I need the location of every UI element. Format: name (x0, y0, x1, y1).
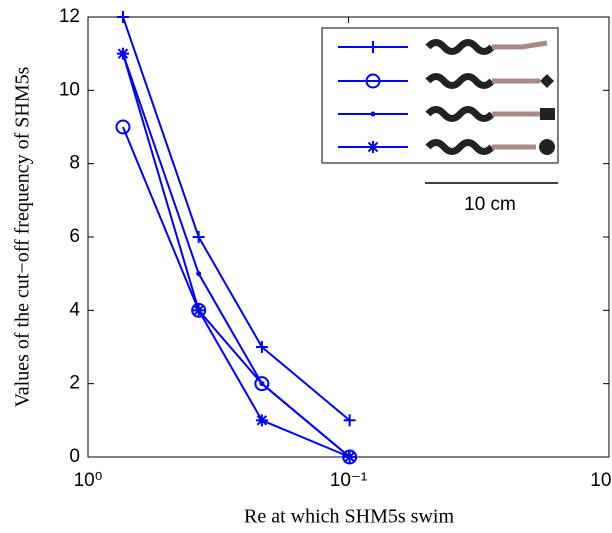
legend-entry (338, 111, 408, 117)
marker (254, 376, 270, 392)
series-line (122, 53, 351, 458)
marker (116, 47, 129, 60)
swimmer-image (425, 73, 495, 89)
x-tick-label: 10⁻² (590, 470, 612, 491)
marker-stroke (117, 48, 129, 59)
y-tick-label: 8 (69, 153, 80, 174)
y-tick-label: 4 (69, 299, 80, 320)
series (115, 119, 358, 465)
head-image (540, 74, 554, 88)
marker (259, 381, 265, 387)
marker-stroke (196, 271, 202, 277)
y-tick-label: 12 (59, 6, 80, 27)
tail-image (492, 40, 548, 50)
x-tick-label: 10⁻¹ (330, 470, 368, 491)
marker-stroke (365, 73, 381, 89)
marker (367, 41, 379, 53)
scale-bar-label: 10 cm (464, 194, 516, 215)
legend-images (425, 39, 548, 155)
series-line (122, 126, 351, 458)
marker-stroke (193, 305, 204, 316)
legend (321, 27, 559, 164)
head-image (539, 139, 555, 155)
marker-stroke (256, 415, 268, 426)
swimmer-image (425, 139, 495, 155)
marker (255, 414, 268, 427)
y-axis-label: Values of the cut−off frequency of SHM5s (12, 66, 34, 407)
series (116, 47, 356, 463)
marker (191, 302, 207, 318)
marker-stroke (367, 141, 379, 153)
marker (365, 73, 381, 89)
marker (367, 141, 379, 153)
marker (196, 271, 202, 277)
marker-stroke (342, 449, 358, 465)
y-tick-label: 10 (59, 79, 80, 100)
legend-entry (338, 41, 408, 53)
y-tick-label: 6 (69, 226, 80, 247)
marker (255, 341, 268, 353)
marker-stroke (254, 376, 270, 392)
head-image (540, 108, 555, 120)
marker-stroke (259, 381, 265, 387)
x-tick-label: 10⁰ (74, 470, 103, 491)
y-tick-label: 2 (69, 373, 80, 394)
marker-stroke (370, 111, 376, 117)
x-axis-label: Re at which SHM5s swim (244, 506, 454, 528)
marker (192, 304, 205, 317)
legend-entry (338, 73, 408, 89)
legend-entry (338, 141, 408, 153)
marker (343, 451, 356, 463)
marker (116, 11, 129, 23)
series-line (122, 16, 351, 422)
marker (343, 414, 356, 427)
marker (192, 231, 205, 243)
marker-stroke (191, 302, 207, 318)
marker (342, 449, 358, 465)
marker-stroke (115, 119, 131, 135)
swimmer-image (425, 39, 495, 55)
series-line (122, 53, 351, 458)
swimmer-image (425, 106, 495, 122)
marker (115, 119, 131, 135)
y-tick-label: 0 (69, 446, 80, 467)
marker-stroke (344, 451, 355, 463)
series (116, 11, 356, 427)
marker (370, 111, 376, 117)
